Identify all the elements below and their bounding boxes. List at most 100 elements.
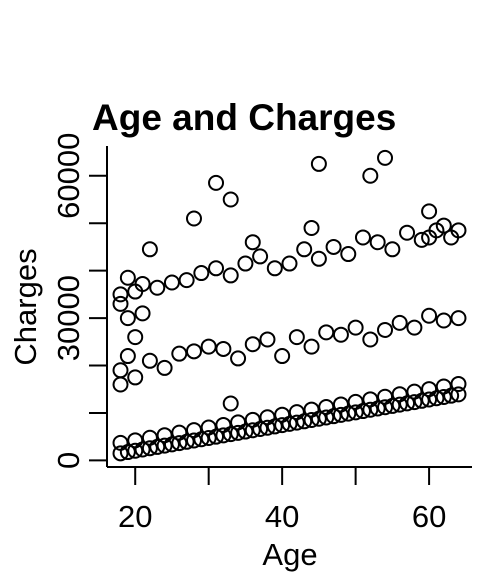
point xyxy=(171,345,188,362)
point xyxy=(303,412,320,429)
point xyxy=(237,255,254,272)
point xyxy=(252,248,269,265)
point xyxy=(362,167,379,184)
point xyxy=(413,231,430,248)
point xyxy=(193,265,210,282)
point xyxy=(281,255,298,272)
point xyxy=(149,279,166,296)
point xyxy=(200,419,217,436)
x-tick-label: 60 xyxy=(412,499,446,534)
point xyxy=(259,409,276,426)
y-tick-label: 0 xyxy=(51,452,86,469)
point xyxy=(421,381,438,398)
point xyxy=(421,229,438,246)
point xyxy=(450,386,467,403)
point xyxy=(141,241,158,258)
point xyxy=(377,149,394,166)
point xyxy=(274,348,291,365)
point xyxy=(141,352,158,369)
point xyxy=(215,416,232,433)
point xyxy=(362,401,379,418)
point xyxy=(222,191,239,208)
point xyxy=(112,295,129,312)
point xyxy=(347,393,364,410)
point xyxy=(318,324,335,341)
point xyxy=(406,319,423,336)
point xyxy=(185,422,202,439)
y-tick-label: 60000 xyxy=(51,133,86,219)
point xyxy=(288,329,305,346)
point xyxy=(119,348,136,365)
point xyxy=(127,369,144,386)
point xyxy=(230,350,247,367)
point xyxy=(112,362,129,379)
point xyxy=(178,272,195,289)
point xyxy=(391,396,408,413)
point xyxy=(119,310,136,327)
point xyxy=(134,305,151,322)
point xyxy=(377,388,394,405)
point xyxy=(274,417,291,434)
point xyxy=(318,399,335,416)
point xyxy=(112,445,129,462)
point xyxy=(332,406,349,423)
point xyxy=(377,399,394,416)
point xyxy=(377,321,394,338)
point xyxy=(435,378,452,395)
point xyxy=(421,307,438,324)
point xyxy=(244,336,261,353)
point xyxy=(391,314,408,331)
point xyxy=(340,246,357,263)
point xyxy=(215,340,232,357)
point xyxy=(244,411,261,428)
point xyxy=(222,267,239,284)
point xyxy=(288,404,305,421)
point xyxy=(288,414,305,431)
point xyxy=(200,338,217,355)
point xyxy=(318,409,335,426)
point xyxy=(450,310,467,327)
point xyxy=(406,383,423,400)
point xyxy=(450,375,467,392)
point xyxy=(171,424,188,441)
point xyxy=(259,419,276,436)
point xyxy=(112,434,129,451)
point xyxy=(119,269,136,286)
point xyxy=(421,203,438,220)
point xyxy=(127,432,144,449)
point xyxy=(362,331,379,348)
point xyxy=(310,155,327,172)
point xyxy=(141,440,158,457)
point xyxy=(259,331,276,348)
point xyxy=(112,286,129,303)
point xyxy=(185,343,202,360)
point xyxy=(362,391,379,408)
point xyxy=(369,234,386,251)
point xyxy=(384,241,401,258)
point xyxy=(208,260,225,277)
point xyxy=(112,376,129,393)
point xyxy=(332,326,349,343)
point xyxy=(354,229,371,246)
x-axis-label: Age xyxy=(262,537,317,572)
point xyxy=(141,429,158,446)
point xyxy=(399,224,416,241)
point xyxy=(200,429,217,446)
point xyxy=(421,391,438,408)
y-tick-label: 30000 xyxy=(51,275,86,361)
point xyxy=(325,238,342,255)
point xyxy=(406,394,423,411)
point xyxy=(222,395,239,412)
point xyxy=(347,404,364,421)
point xyxy=(296,241,313,258)
point xyxy=(127,442,144,459)
point xyxy=(230,414,247,431)
point xyxy=(185,432,202,449)
point xyxy=(274,406,291,423)
x-tick-label: 40 xyxy=(265,499,299,534)
point xyxy=(134,275,151,292)
point xyxy=(310,250,327,267)
point xyxy=(215,427,232,444)
